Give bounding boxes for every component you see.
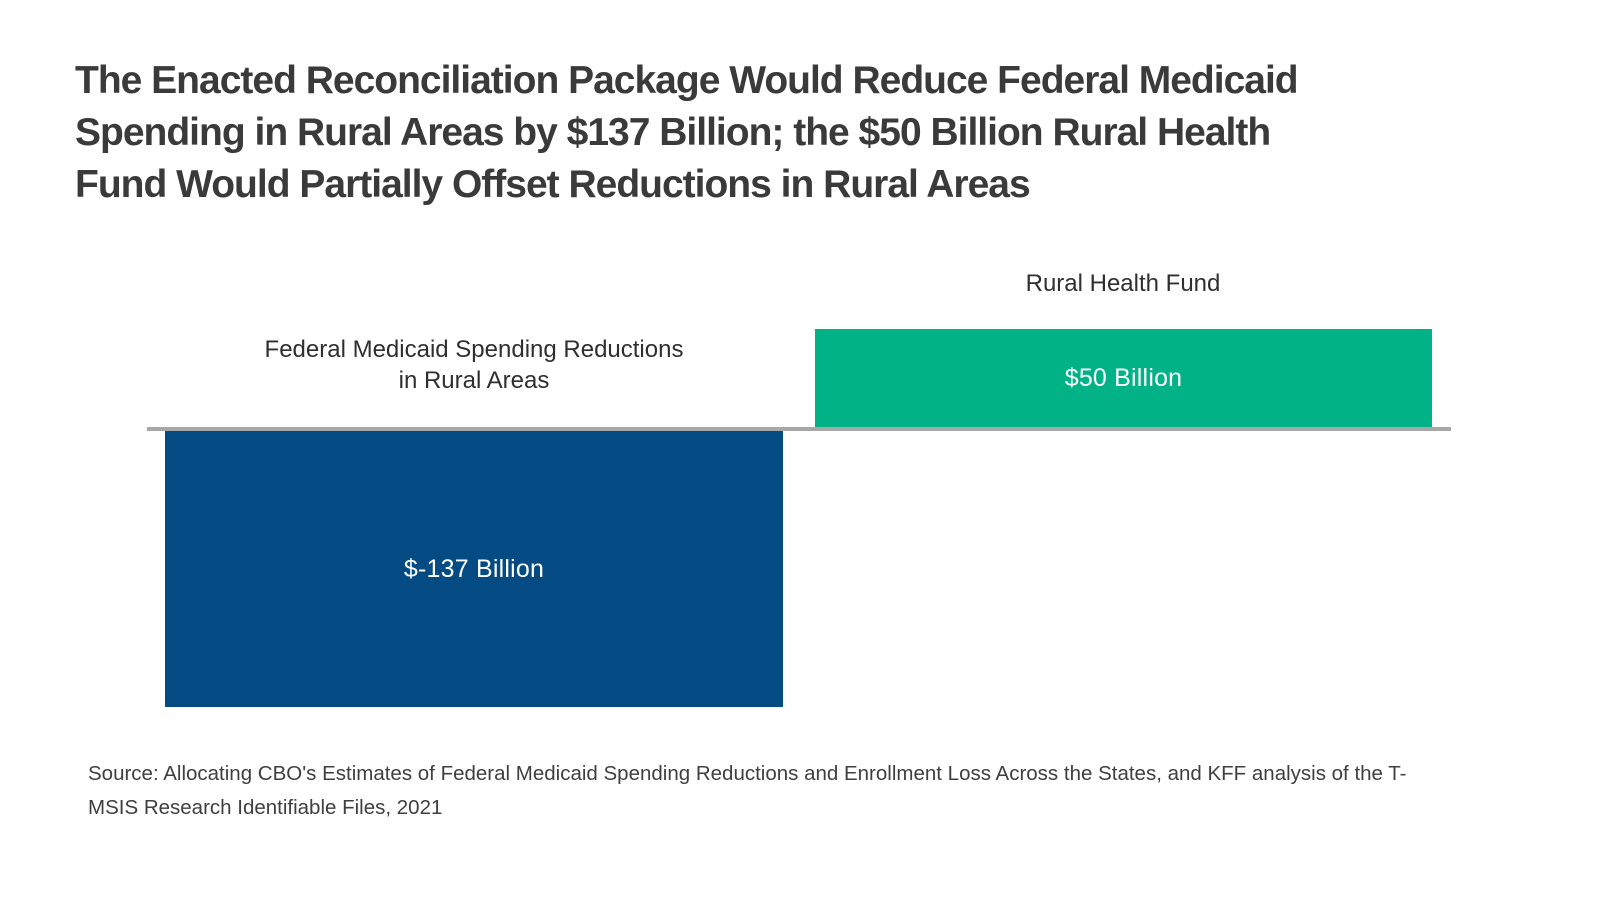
source-note: Source: Allocating CBO's Estimates of Fe… <box>88 762 1407 819</box>
bar-value-label-medicaid-spending-reductions: $-137 Billion <box>403 554 545 583</box>
chart-title: The Enacted Reconciliation Package Would… <box>75 55 1299 211</box>
chart-title-line-2: Spending in Rural Areas by $137 Billion;… <box>75 111 1271 154</box>
chart-title-line-3: Fund Would Partially Offset Reductions i… <box>75 163 1031 206</box>
zero-baseline-axis <box>147 427 1451 431</box>
bar-medicaid-spending-reductions: $-137 Billion <box>165 431 783 707</box>
category-label-medicaid-spending-reductions: Federal Medicaid Spending Reductions in … <box>154 334 794 396</box>
bar-rural-health-fund: $50 Billion <box>815 329 1432 427</box>
category-label-line: in Rural Areas <box>398 367 550 394</box>
category-label-rural-health-fund: Rural Health Fund <box>1025 270 1221 297</box>
category-label-line: Federal Medicaid Spending Reductions <box>264 336 684 363</box>
chart-title-line-1: The Enacted Reconciliation Package Would… <box>75 59 1299 102</box>
bar-value-label-rural-health-fund: $50 Billion <box>1064 363 1183 392</box>
